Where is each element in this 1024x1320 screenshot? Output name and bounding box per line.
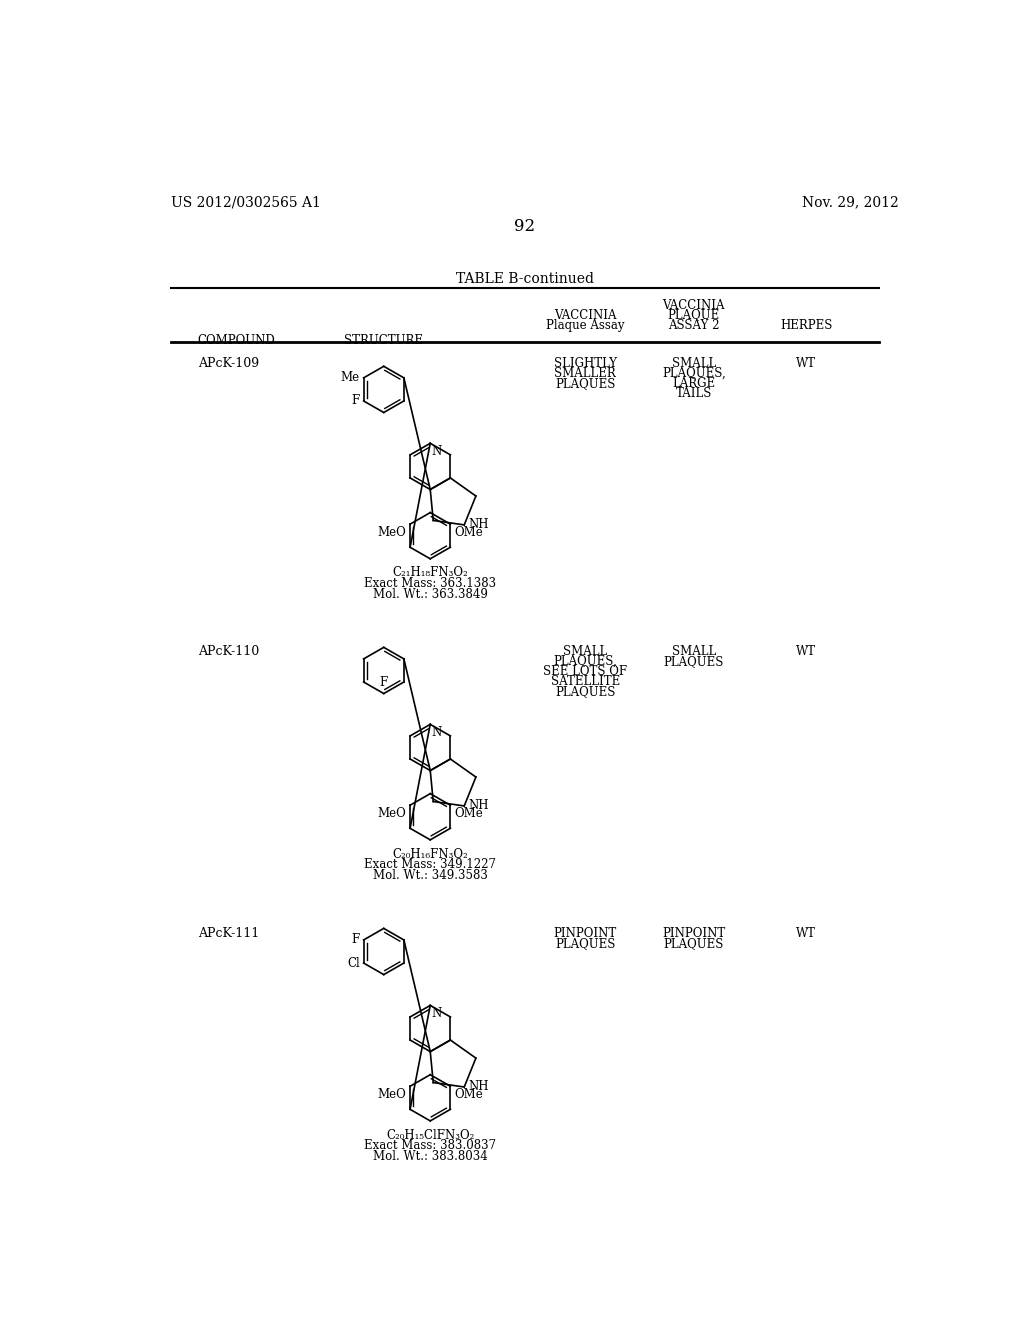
Text: F: F [351,933,359,946]
Text: Exact Mass: 349.1227: Exact Mass: 349.1227 [365,858,497,871]
Text: SMALLER: SMALLER [554,367,616,380]
Text: VACCINIA: VACCINIA [554,309,616,322]
Text: PLAQUES: PLAQUES [555,937,615,950]
Text: C₂₀H₁₅ClFN₃O₂: C₂₀H₁₅ClFN₃O₂ [386,1129,474,1142]
Text: C₂₀H₁₆FN₃O₂: C₂₀H₁₆FN₃O₂ [392,847,468,861]
Text: STRUCTURE: STRUCTURE [344,334,423,347]
Text: PINPOINT: PINPOINT [663,927,725,940]
Text: SMALL: SMALL [672,358,716,370]
Text: PLAQUES,: PLAQUES, [553,655,617,668]
Text: OMe: OMe [455,525,483,539]
Text: ASSAY 2: ASSAY 2 [668,318,720,331]
Text: Exact Mass: 383.0837: Exact Mass: 383.0837 [365,1139,497,1152]
Text: Mol. Wt.: 349.3583: Mol. Wt.: 349.3583 [373,869,487,882]
Text: MeO: MeO [378,525,407,539]
Text: F: F [380,676,388,689]
Text: PLAQUES: PLAQUES [664,655,724,668]
Text: Cl: Cl [347,957,359,970]
Text: SEE LOTS OF: SEE LOTS OF [543,665,628,678]
Text: LARGE: LARGE [672,378,716,391]
Text: WT: WT [796,645,816,659]
Text: PLAQUE: PLAQUE [668,309,720,322]
Text: Plaque Assay: Plaque Assay [546,318,625,331]
Text: TAILS: TAILS [676,387,712,400]
Text: NH: NH [468,800,488,812]
Text: SMALL: SMALL [672,645,716,659]
Text: Exact Mass: 363.1383: Exact Mass: 363.1383 [365,577,497,590]
Text: Me: Me [341,371,359,384]
Text: MeO: MeO [378,1088,407,1101]
Text: C₂₁H₁₈FN₃O₂: C₂₁H₁₈FN₃O₂ [392,566,468,579]
Text: Mol. Wt.: 383.8034: Mol. Wt.: 383.8034 [373,1150,487,1163]
Text: COMPOUND: COMPOUND [198,334,275,347]
Text: WT: WT [796,927,816,940]
Text: N: N [432,1007,442,1020]
Text: HERPES: HERPES [780,318,833,331]
Text: F: F [351,395,359,408]
Text: APcK-110: APcK-110 [198,645,259,659]
Text: SATELLITE: SATELLITE [551,675,620,688]
Text: PLAQUES: PLAQUES [555,378,615,391]
Text: TABLE B-continued: TABLE B-continued [456,272,594,286]
Text: 92: 92 [514,218,536,235]
Text: APcK-109: APcK-109 [198,358,259,370]
Text: APcK-111: APcK-111 [198,927,259,940]
Text: PINPOINT: PINPOINT [554,927,616,940]
Text: N: N [432,445,442,458]
Text: US 2012/0302565 A1: US 2012/0302565 A1 [171,195,321,210]
Text: PLAQUES,: PLAQUES, [662,367,726,380]
Text: N: N [432,726,442,739]
Text: NH: NH [468,1081,488,1093]
Text: NH: NH [468,519,488,532]
Text: Nov. 29, 2012: Nov. 29, 2012 [802,195,899,210]
Text: VACCINIA: VACCINIA [663,298,725,312]
Text: PLAQUES: PLAQUES [664,937,724,950]
Text: SLIGHTLY: SLIGHTLY [554,358,616,370]
Text: OMe: OMe [455,807,483,820]
Text: PLAQUES: PLAQUES [555,685,615,698]
Text: MeO: MeO [378,807,407,820]
Text: Mol. Wt.: 363.3849: Mol. Wt.: 363.3849 [373,589,487,601]
Text: SMALL: SMALL [563,645,607,659]
Text: WT: WT [796,358,816,370]
Text: OMe: OMe [455,1088,483,1101]
